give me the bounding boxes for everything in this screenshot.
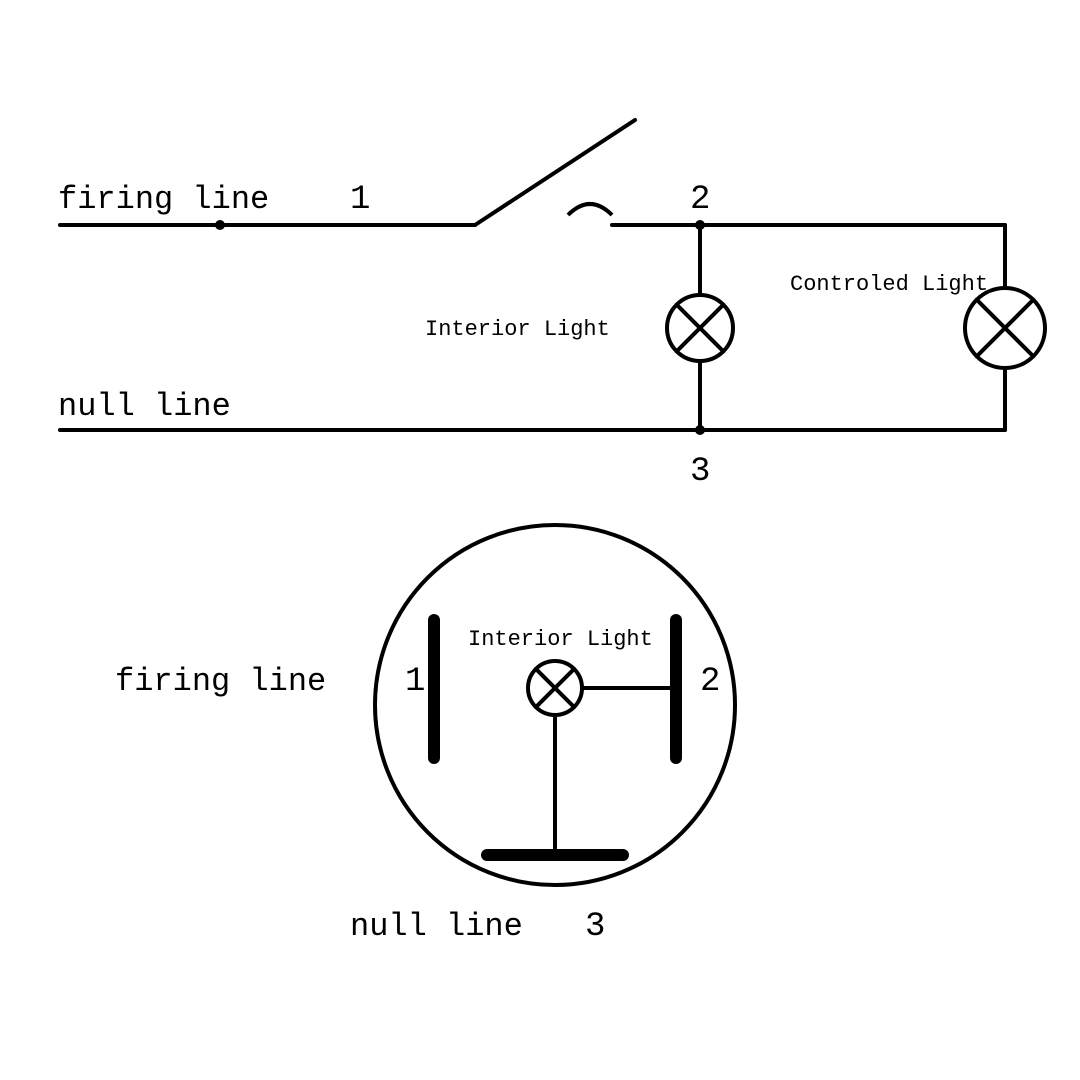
socket-num-2: 2: [700, 663, 720, 701]
switch-arm: [475, 120, 635, 225]
label-firing-line: firing line: [58, 181, 269, 218]
socket-label-interior: Interior Light: [468, 627, 653, 652]
switch-contact-arc: [568, 204, 612, 215]
socket-label-firing: firing line: [115, 663, 326, 700]
label-null-line: null line: [58, 388, 231, 425]
socket-label-null: null line: [350, 908, 523, 945]
label-num-2: 2: [690, 181, 710, 219]
firing-line-dot: [215, 220, 225, 230]
label-controlled-light: Controled Light: [790, 272, 988, 297]
socket-num-1: 1: [405, 663, 425, 701]
label-num-1: 1: [350, 181, 370, 219]
wiring-diagram: firing line 1 2 null line 3 Interior Light Con…: [0, 0, 1080, 1080]
socket-num-3: 3: [585, 908, 605, 946]
label-num-3: 3: [690, 453, 710, 491]
label-interior-light: Interior Light: [425, 317, 610, 342]
